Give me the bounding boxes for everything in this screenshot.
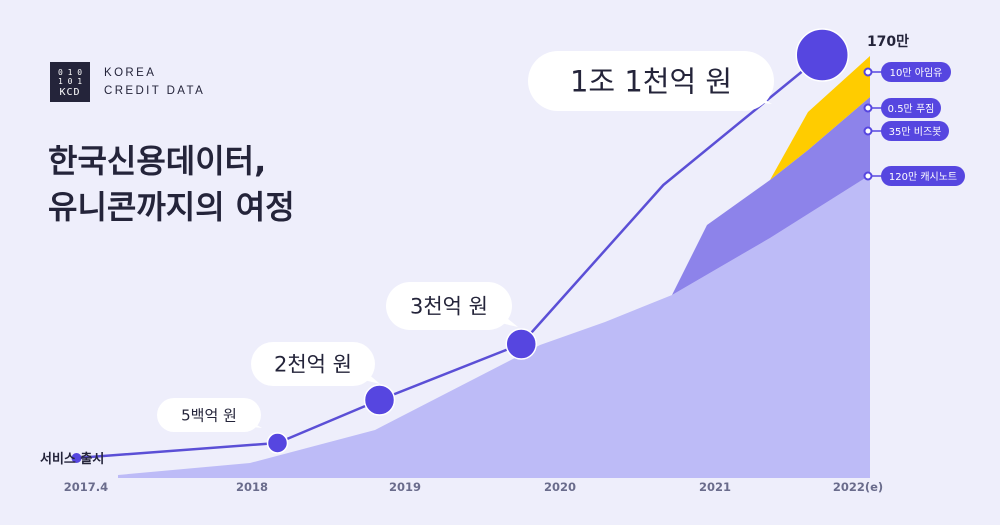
area-bizbot (672, 97, 870, 295)
x-tick-label: 2018 (236, 480, 268, 494)
brand-name: KOREA CREDIT DATA (104, 64, 205, 100)
series-tag-label: 0.5만 푸짐 (888, 103, 935, 115)
area-cashnote (118, 175, 870, 478)
brand-name-line1: KOREA (104, 67, 157, 79)
title-line1: 한국신용데이터, (48, 142, 267, 180)
logo-binary-top: 0 1 0 (57, 68, 83, 77)
milestone-500-label: 5백억 원 (181, 406, 237, 424)
x-tick-label: 2022(e) (833, 480, 883, 494)
x-tick-label: 2019 (389, 480, 421, 494)
series-tag-pill (881, 62, 951, 82)
title-line2: 유니콘까지의 여정 (48, 188, 295, 226)
milestone-3000-bubble-tail (492, 314, 518, 327)
valuation-marker (363, 384, 396, 416)
series-tag-dot (863, 126, 873, 136)
milestone-1trillion-bubble (528, 51, 774, 111)
series-tag-label: 10만 아임유 (890, 66, 943, 79)
valuation-marker (266, 432, 289, 454)
milestone-500-bubble-tail (243, 421, 262, 428)
milestone-2000-label: 2천억 원 (274, 353, 352, 377)
series-tag-label: 120만 캐시노트 (889, 171, 957, 183)
x-tick-label: 2020 (544, 480, 576, 494)
x-tick-label: 2017.4 (64, 480, 108, 494)
series-tag-pill (881, 121, 949, 141)
total-users-label: 170만 (867, 34, 909, 50)
milestone-500-bubble (157, 398, 261, 432)
page-title: 한국신용데이터, 유니콘까지의 여정 (48, 138, 295, 230)
valuation-marker (71, 453, 82, 463)
milestone-3000-bubble (386, 282, 512, 330)
valuation-marker (505, 328, 537, 360)
launch-label: 서비스 출시 (40, 451, 104, 467)
milestone-3000-label: 3천억 원 (410, 295, 488, 319)
valuation-marker (795, 28, 849, 82)
series-tag-dot (863, 171, 873, 181)
milestone-2000-bubble (251, 342, 375, 386)
brand-name-line2: CREDIT DATA (104, 85, 206, 97)
series-tag-label: 35만 비즈봇 (889, 126, 942, 138)
series-tag-pill (881, 98, 941, 118)
area-imyou (770, 56, 870, 180)
logo-binary-mid: 1 0 1 (57, 77, 83, 86)
milestone-1trillion-bubble-tail (742, 93, 772, 104)
x-tick-label: 2021 (699, 480, 731, 494)
series-tag-dot (863, 103, 873, 113)
logo-initials: KCD (59, 87, 81, 98)
kcd-logo: 0 1 0 1 0 1 KCD (50, 62, 90, 102)
milestone-2000-bubble-tail (356, 372, 380, 384)
milestone-1trillion-label: 1조 1천억 원 (570, 64, 732, 98)
series-tag-dot (863, 67, 873, 77)
series-tag-pill (881, 166, 965, 186)
valuation-line (76, 54, 824, 460)
